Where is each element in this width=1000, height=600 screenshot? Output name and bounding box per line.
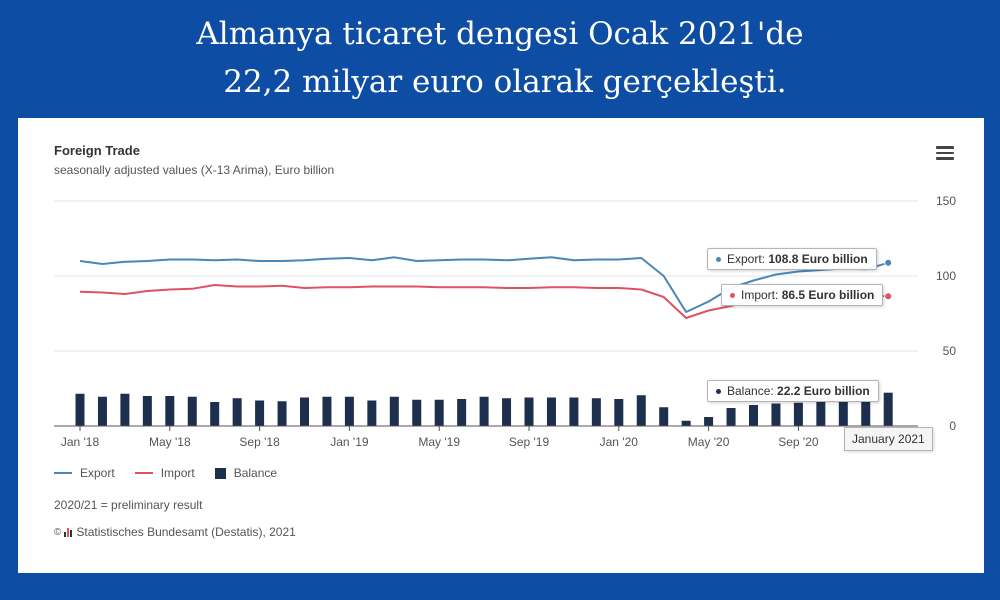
balance-box-icon <box>214 467 226 479</box>
x-tick-label: Sep '19 <box>509 435 550 449</box>
bar-balance <box>255 400 265 426</box>
bar-balance <box>546 397 556 426</box>
chart-panel: Foreign Trade seasonally adjusted values… <box>18 118 984 573</box>
bar-balance <box>681 420 691 426</box>
chart-legend: Export Import Balance <box>54 466 297 480</box>
tooltip-export-value: 108.8 Euro billion <box>768 252 868 266</box>
bar-balance <box>187 396 197 426</box>
preliminary-note: 2020/21 = preliminary result <box>54 498 203 512</box>
tooltip-balance-value: 22.2 Euro billion <box>777 384 870 398</box>
x-tick-label: May '18 <box>149 435 191 449</box>
bar-balance <box>389 396 399 426</box>
tooltip-import-value: 86.5 Euro billion <box>781 288 875 302</box>
bar-balance <box>704 417 714 426</box>
export-line-icon <box>54 472 72 474</box>
y-tick-label: 150 <box>936 194 956 208</box>
legend-label-export: Export <box>80 466 115 480</box>
tooltip-import: Import: 86.5 Euro billion <box>721 284 884 306</box>
legend-label-balance: Balance <box>233 466 278 480</box>
series-line-export <box>79 256 889 313</box>
bar-balance <box>749 405 758 426</box>
chart-subtitle: seasonally adjusted values (X-13 Arima),… <box>54 163 335 177</box>
bar-balance <box>142 396 152 426</box>
bar-balance <box>97 396 107 426</box>
x-tick-label: May '20 <box>688 435 730 449</box>
x-tick-label: Sep '18 <box>239 435 280 449</box>
bar-balance <box>479 396 489 426</box>
chart-title: Foreign Trade <box>54 143 140 158</box>
copyright-icon: © <box>54 526 62 538</box>
y-tick-label: 0 <box>949 419 956 433</box>
bar-balance <box>636 395 646 426</box>
balance-dot-icon <box>716 389 721 395</box>
chart-plot: 0 50 100 150 Jan '18 May '18 Sep '18 Jan '19 May… <box>54 194 957 449</box>
bar-balance <box>569 397 579 426</box>
bar-balance <box>232 398 242 426</box>
bar-balance <box>120 393 130 426</box>
bar-balance <box>277 401 287 426</box>
legend-item-export[interactable]: Export <box>54 466 115 480</box>
bar-balance <box>816 402 826 426</box>
bar-balance <box>838 401 848 426</box>
bar-balance <box>344 396 354 426</box>
bar-balance <box>614 399 624 426</box>
tooltip-export: Export: 108.8 Euro billion <box>707 248 877 270</box>
headline-line-1: Almanya ticaret dengesi Ocak 2021'de <box>196 16 804 52</box>
x-tick-label: Jan '19 <box>330 435 369 449</box>
bar-balance <box>412 399 422 426</box>
headline: Almanya ticaret dengesi Ocak 2021'de 22,… <box>0 10 1000 106</box>
bar-balance <box>659 407 669 426</box>
bar-balance <box>165 396 175 426</box>
series-point-import <box>884 292 893 301</box>
bar-balance <box>367 400 377 426</box>
tooltip-x-date: January 2021 <box>844 427 933 451</box>
legend-item-balance[interactable]: Balance <box>214 466 278 480</box>
bar-balance <box>322 396 332 426</box>
export-dot-icon <box>716 257 721 263</box>
bar-balance <box>793 402 803 426</box>
credits-text: Statistisches Bundesamt (Destatis), 2021 <box>76 525 296 539</box>
bar-balance <box>300 397 309 426</box>
legend-label-import: Import <box>160 466 195 480</box>
bar-balance <box>771 403 781 426</box>
y-tick-label: 50 <box>943 344 957 358</box>
headline-line-2: 22,2 milyar euro olarak gerçekleşti. <box>213 64 787 100</box>
bar-balance <box>434 399 444 426</box>
credits: © Statistisches Bundesamt (Destatis), 20… <box>54 525 296 539</box>
x-tick-label: Jan '20 <box>600 435 639 449</box>
bar-balance <box>861 402 871 426</box>
bar-balance <box>210 402 220 426</box>
bar-balance <box>75 393 85 426</box>
y-tick-label: 100 <box>936 269 956 283</box>
bar-balance <box>591 398 601 426</box>
bar-balance <box>883 392 893 426</box>
bar-balance <box>524 397 534 426</box>
bar-balance <box>457 399 467 426</box>
tooltip-balance-label: Balance: <box>727 384 778 398</box>
import-line-icon <box>134 472 153 474</box>
import-dot-icon <box>730 293 735 299</box>
series-point-export <box>884 258 893 267</box>
tooltip-import-label: Import: <box>741 288 782 302</box>
bar-balance <box>726 408 736 426</box>
destatis-logo-icon <box>64 527 73 537</box>
x-tick-label: May '19 <box>418 435 460 449</box>
bar-balance <box>502 398 512 426</box>
hamburger-menu-icon[interactable] <box>936 146 954 160</box>
tooltip-export-label: Export: <box>727 252 769 266</box>
x-tick-label: Jan '18 <box>61 435 100 449</box>
tooltip-balance: Balance: 22.2 Euro billion <box>707 380 879 402</box>
x-tick-label: Sep '20 <box>778 435 819 449</box>
legend-item-import[interactable]: Import <box>134 466 195 480</box>
